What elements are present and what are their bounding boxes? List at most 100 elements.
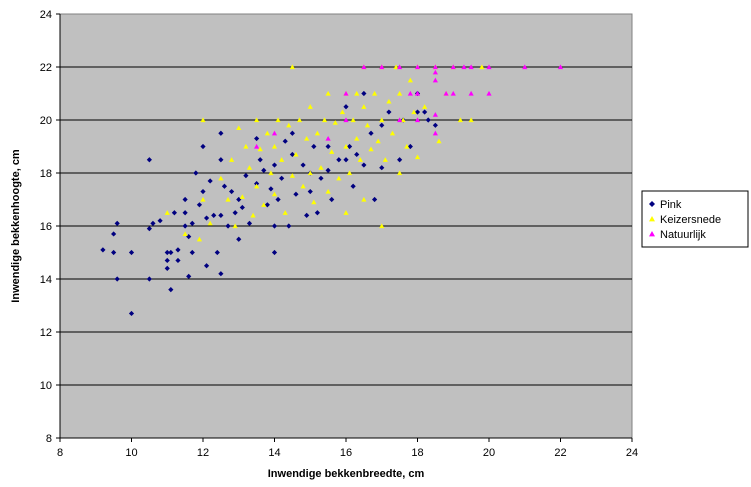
point-pink xyxy=(236,236,242,242)
point-pink xyxy=(164,265,170,271)
point-keizersnede xyxy=(343,210,349,215)
point-natuurlijk xyxy=(522,64,528,70)
point-pink xyxy=(432,122,438,128)
point-pink xyxy=(100,247,106,253)
point-natuurlijk xyxy=(325,135,331,141)
point-keizersnede xyxy=(379,117,385,123)
point-keizersnede xyxy=(286,122,292,128)
point-keizersnede xyxy=(357,157,363,162)
point-pink xyxy=(114,220,120,226)
x-tick-label: 24 xyxy=(626,447,638,459)
point-pink xyxy=(239,204,245,211)
point-keizersnede xyxy=(239,194,245,199)
legend: Pink Keizersnede Natuurlijk xyxy=(641,190,749,248)
point-pink xyxy=(193,170,199,176)
point-natuurlijk xyxy=(414,64,421,70)
point-pink xyxy=(182,223,188,229)
point-pink xyxy=(425,117,431,123)
point-pink xyxy=(232,210,238,216)
x-tick-label: 16 xyxy=(340,447,352,459)
point-pink xyxy=(318,175,324,181)
point-pink xyxy=(229,188,235,195)
point-keizersnede xyxy=(282,210,288,215)
point-keizersnede xyxy=(271,191,278,197)
point-pink xyxy=(257,157,263,163)
point-keizersnede xyxy=(361,104,367,109)
point-keizersnede xyxy=(354,90,360,96)
y-tick-label: 12 xyxy=(40,327,52,339)
point-keizersnede xyxy=(264,130,270,136)
x-tick-label: 8 xyxy=(57,447,63,459)
point-keizersnede xyxy=(379,223,385,229)
y-tick-label: 8 xyxy=(46,433,52,445)
point-keizersnede xyxy=(393,64,399,70)
point-pink xyxy=(346,143,353,150)
point-pink xyxy=(218,271,224,277)
point-keizersnede xyxy=(307,170,313,176)
point-pink xyxy=(325,143,331,150)
point-pink xyxy=(182,210,188,216)
point-pink xyxy=(311,143,317,150)
point-keizersnede xyxy=(289,64,295,70)
point-keizersnede xyxy=(250,212,256,218)
point-keizersnede xyxy=(329,149,335,154)
point-natuurlijk xyxy=(468,90,474,96)
point-pink xyxy=(407,143,413,150)
point-keizersnede xyxy=(339,109,346,115)
point-pink xyxy=(343,157,349,163)
point-natuurlijk xyxy=(343,117,349,123)
y-tick-label: 22 xyxy=(40,62,52,74)
point-keizersnede xyxy=(164,210,170,215)
x-tick-label: 14 xyxy=(268,447,280,459)
point-pink xyxy=(264,202,270,208)
point-pink xyxy=(200,143,206,150)
point-pink xyxy=(175,257,181,264)
point-pink xyxy=(186,273,192,279)
legend-marker-natuurlijk xyxy=(649,231,655,237)
point-keizersnede xyxy=(436,138,442,144)
point-natuurlijk xyxy=(450,64,456,70)
point-keizersnede xyxy=(318,165,324,170)
point-pink xyxy=(164,257,170,264)
legend-label-keizersnede: Keizersnede xyxy=(660,214,721,226)
point-keizersnede xyxy=(404,143,410,149)
point-keizersnede xyxy=(479,64,485,70)
point-pink xyxy=(203,215,210,221)
point-keizersnede xyxy=(275,117,281,123)
point-pink xyxy=(314,210,320,216)
point-pink xyxy=(171,210,177,216)
point-pink xyxy=(336,157,342,163)
point-pink xyxy=(307,188,313,195)
point-keizersnede xyxy=(236,125,242,131)
point-pink xyxy=(225,223,231,229)
point-keizersnede xyxy=(196,236,203,242)
point-keizersnede xyxy=(225,196,231,202)
point-natuurlijk xyxy=(397,64,403,70)
point-pink xyxy=(422,109,428,115)
point-pink xyxy=(289,151,295,158)
legend-label-natuurlijk: Natuurlijk xyxy=(660,229,706,241)
point-pink xyxy=(128,310,135,317)
point-keizersnede xyxy=(314,130,320,136)
x-tick-label: 18 xyxy=(411,447,423,459)
point-pink xyxy=(271,223,278,229)
point-keizersnede xyxy=(200,196,206,202)
point-pink xyxy=(111,231,117,237)
point-keizersnede xyxy=(400,117,406,123)
point-keizersnede xyxy=(414,154,421,160)
point-pink xyxy=(175,247,181,253)
point-pink xyxy=(128,249,135,256)
y-tick-label: 16 xyxy=(40,221,52,233)
point-keizersnede xyxy=(346,170,353,176)
legend-marker-pink xyxy=(649,201,655,207)
point-pink xyxy=(386,109,392,115)
point-pink xyxy=(304,212,310,218)
point-keizersnede xyxy=(232,223,238,229)
point-pink xyxy=(168,287,174,293)
point-keizersnede xyxy=(361,196,367,202)
point-keizersnede xyxy=(304,135,310,141)
point-keizersnede xyxy=(246,165,253,170)
point-pink xyxy=(146,226,152,232)
point-pink xyxy=(114,276,120,282)
point-pink xyxy=(372,196,378,203)
